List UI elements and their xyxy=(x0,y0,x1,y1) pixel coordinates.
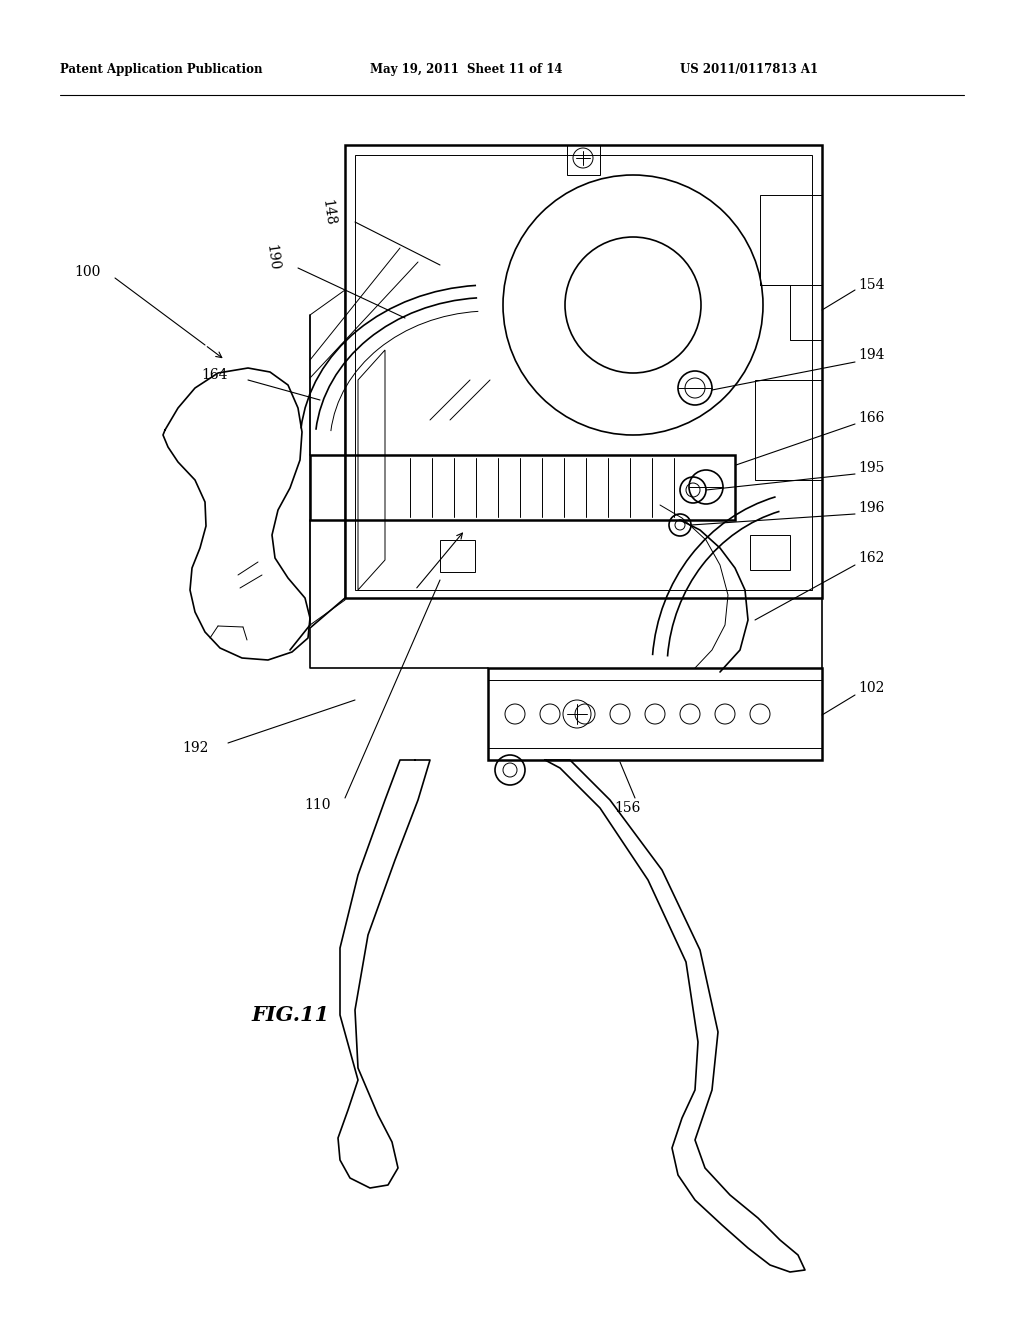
Text: 154: 154 xyxy=(858,279,885,292)
Text: 156: 156 xyxy=(614,801,641,814)
Text: 164: 164 xyxy=(202,368,228,381)
Text: 148: 148 xyxy=(319,199,337,227)
Text: 110: 110 xyxy=(305,799,331,812)
Text: 196: 196 xyxy=(858,502,885,515)
Text: FIG.11: FIG.11 xyxy=(251,1005,329,1026)
Text: 194: 194 xyxy=(858,348,885,362)
Text: 166: 166 xyxy=(858,411,885,425)
Text: 190: 190 xyxy=(263,244,281,272)
Text: 192: 192 xyxy=(182,741,208,755)
Text: 100: 100 xyxy=(75,265,101,279)
Text: 162: 162 xyxy=(858,550,885,565)
Text: 195: 195 xyxy=(858,461,885,475)
Text: US 2011/0117813 A1: US 2011/0117813 A1 xyxy=(680,63,818,77)
Text: 102: 102 xyxy=(858,681,885,696)
Text: Patent Application Publication: Patent Application Publication xyxy=(60,63,262,77)
Text: May 19, 2011  Sheet 11 of 14: May 19, 2011 Sheet 11 of 14 xyxy=(370,63,562,77)
